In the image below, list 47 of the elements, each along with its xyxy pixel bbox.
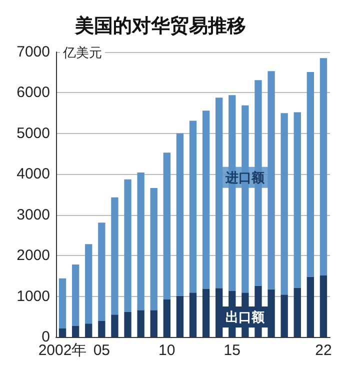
x-tick-label: 05 [93,342,110,359]
bar [85,324,92,337]
bar [176,133,184,296]
bar [189,120,197,293]
y-tick-label: 4000 [16,166,50,183]
y-tick-label: 7000 [16,44,50,60]
bar [294,112,301,288]
bar [85,244,92,324]
bar [280,113,288,295]
bar [202,288,210,337]
bar [72,264,80,326]
bar [320,58,328,276]
bar [58,278,66,328]
bar [163,152,170,300]
series-label: 进口额 [224,170,266,185]
y-tick-label: 5000 [16,124,50,142]
bar [163,300,170,337]
bar [58,328,66,337]
x-tick-label: 22 [315,342,332,359]
bar [72,326,80,337]
bar [98,222,106,321]
y-tick-label: 6000 [16,84,50,102]
bar [320,276,328,337]
x-tick-label: 10 [158,342,176,359]
bar [294,288,301,337]
series-label: 出口额 [226,310,266,325]
bar [150,188,158,310]
bar [98,320,106,337]
bar [306,72,314,277]
bar [189,292,197,337]
bar [124,312,132,337]
chart-title: 美国的对华贸易推移 [74,15,246,37]
bar [124,179,132,312]
bar [306,276,314,337]
y-tick-label: 1000 [16,288,50,305]
y-axis-title: 亿美元 [62,45,102,60]
bar [176,296,184,337]
bar [111,197,118,315]
x-tick-label: 15 [224,342,240,359]
bar [137,172,144,310]
bar [111,314,118,337]
bar [150,310,158,337]
y-tick-label: 3000 [16,206,50,224]
bar [137,310,144,337]
bar [280,294,288,337]
y-tick-label: 2000 [16,247,50,264]
bar [202,110,210,289]
